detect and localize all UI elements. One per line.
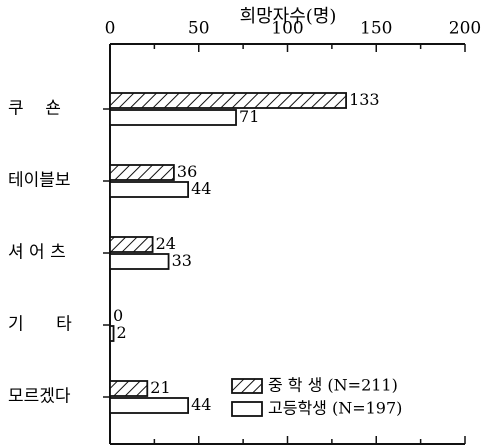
x-tick-label-150: 150 bbox=[360, 19, 392, 39]
x-tick-label-0: 0 bbox=[105, 19, 116, 39]
data-label-middle-school-0: 133 bbox=[349, 90, 380, 109]
bar-high-school-4 bbox=[109, 397, 189, 414]
x-tick-labels: 0 50 100 150 200 bbox=[105, 19, 482, 39]
bar-high-school-3 bbox=[109, 325, 115, 342]
legend-label-high-school: 고등학생 (N=197) bbox=[268, 399, 402, 418]
data-label-high-school-4: 44 bbox=[191, 395, 211, 414]
bar-high-school-0 bbox=[109, 109, 237, 126]
bar-middle-school-2 bbox=[109, 236, 154, 253]
bar-high-school-1 bbox=[109, 181, 189, 198]
category-label-1: 테이블보 bbox=[8, 171, 71, 191]
bar-middle-school-0 bbox=[109, 92, 347, 109]
x-tick-label-100: 100 bbox=[271, 19, 303, 39]
legend-swatch-middle-school bbox=[231, 378, 263, 394]
legend: 중 학 생 (N=211) 고등학생 (N=197) bbox=[231, 376, 402, 418]
x-axis-title: 희망자수(명) bbox=[240, 6, 337, 27]
legend-label-middle-school: 중 학 생 (N=211) bbox=[268, 376, 398, 395]
data-label-high-school-0: 71 bbox=[239, 107, 259, 126]
data-label-middle-school-3: 0 bbox=[113, 306, 123, 325]
data-label-high-school-3: 2 bbox=[117, 323, 127, 342]
category-label-3: 기 타 bbox=[8, 315, 72, 335]
category-label-4: 모르겠다 bbox=[8, 387, 71, 407]
data-label-high-school-2: 33 bbox=[172, 251, 192, 270]
category-label-2: 셔 어 츠 bbox=[8, 243, 66, 263]
bar-middle-school-4 bbox=[109, 380, 149, 397]
bar-middle-school-1 bbox=[109, 164, 175, 181]
x-tick-label-200: 200 bbox=[449, 19, 481, 39]
data-label-high-school-1: 44 bbox=[191, 179, 211, 198]
data-label-middle-school-1: 36 bbox=[177, 162, 197, 181]
legend-swatch-high-school bbox=[231, 401, 263, 417]
x-tick-label-50: 50 bbox=[188, 19, 210, 39]
data-label-middle-school-4: 21 bbox=[150, 378, 170, 397]
category-label-0: 쿠 숀 bbox=[8, 99, 61, 119]
data-label-middle-school-2: 24 bbox=[156, 234, 176, 253]
bar-high-school-2 bbox=[109, 253, 170, 270]
